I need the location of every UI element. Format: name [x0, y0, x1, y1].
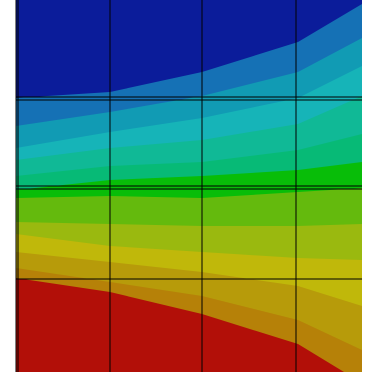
mesh-grid [15, 0, 362, 372]
contour-band-13 [16, 278, 344, 372]
